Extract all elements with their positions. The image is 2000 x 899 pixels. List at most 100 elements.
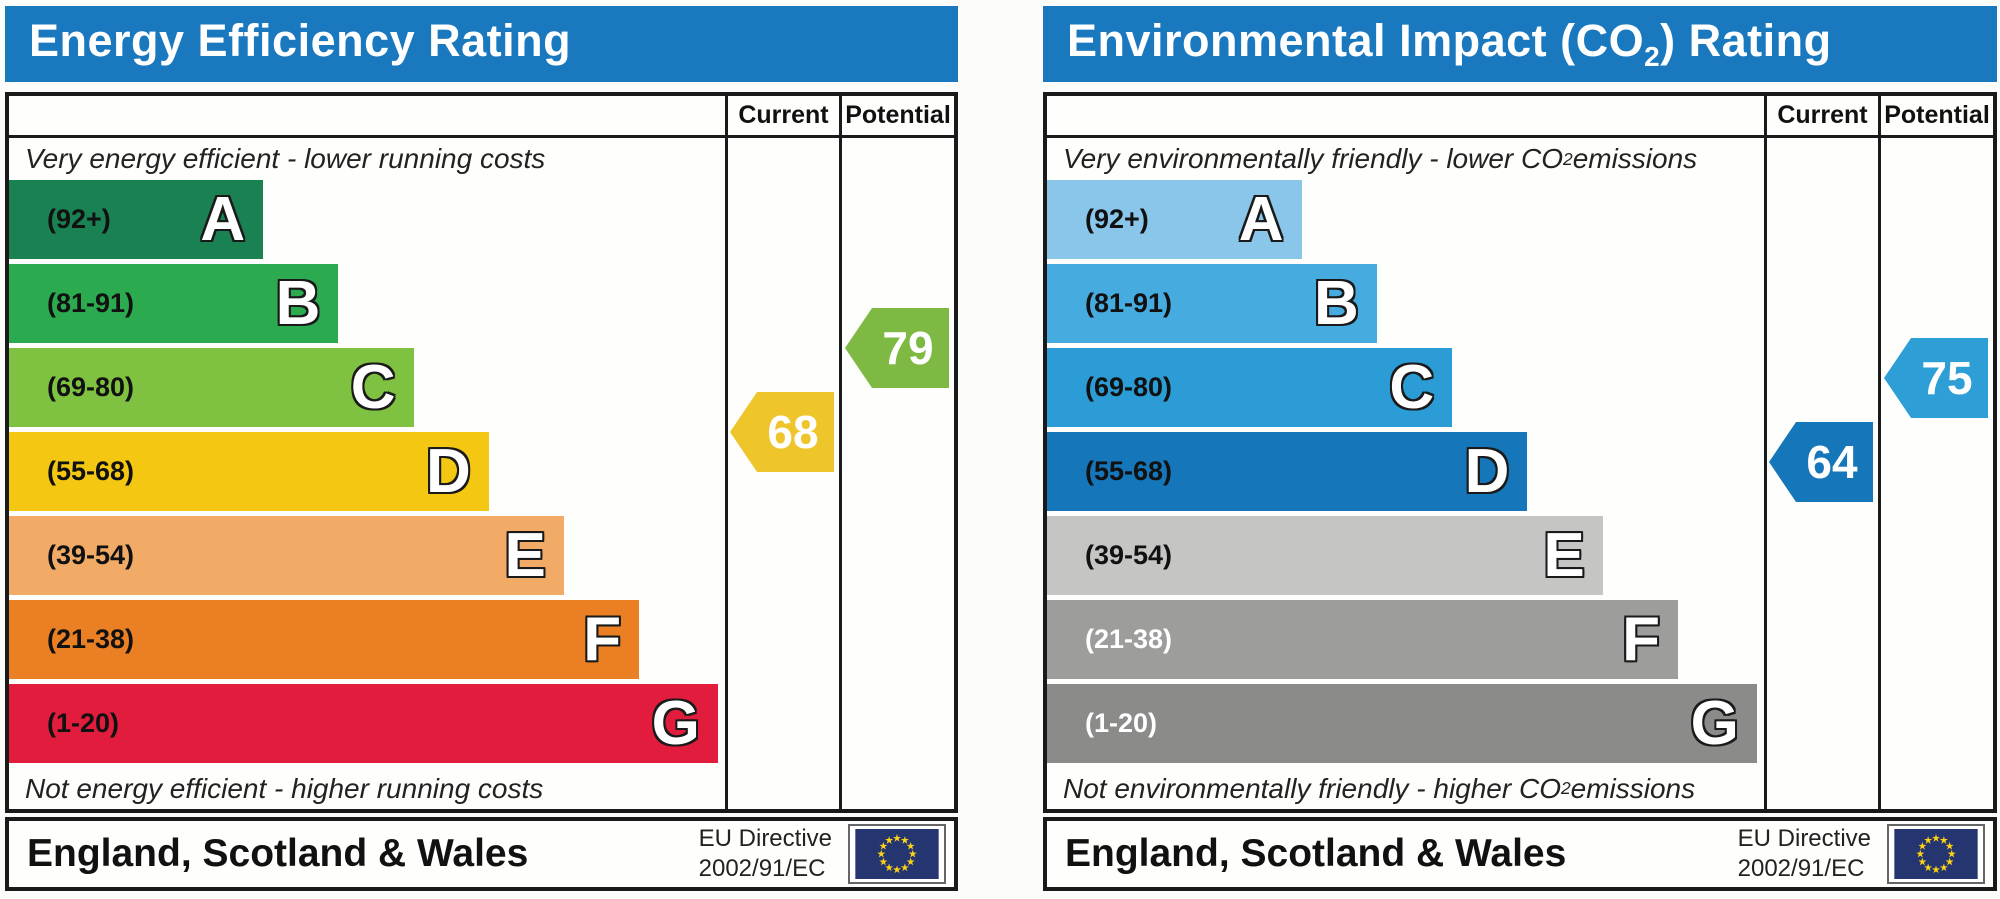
current-column-header: Current [725, 96, 839, 135]
band-range-label: (69-80) [1085, 372, 1173, 402]
band-row-d: (55-68) D [9, 432, 725, 516]
band-bar-f: (21-38) F [9, 600, 640, 679]
band-letter: E [1543, 520, 1585, 590]
band-row-f: (21-38) F [9, 600, 725, 684]
band-range-label: (21-38) [1085, 624, 1173, 654]
band-letter: C [350, 352, 396, 422]
band-bar-g: (1-20) G [1047, 684, 1757, 763]
caption-top: Very environmentally friendly - lower CO… [1063, 143, 1698, 174]
band-row-f: (21-38) F [1047, 600, 1764, 684]
region-label: England, Scotland & Wales [1065, 832, 1567, 875]
potential-rating-arrow: 75 [1884, 338, 1988, 418]
potential-value-column: 75 [1878, 138, 1993, 809]
band-bar-b: (81-91) B [1047, 264, 1377, 343]
current-column-header: Current [1764, 96, 1878, 135]
eu-directive-label: EU Directive 2002/91/EC [1738, 824, 1871, 884]
band-letter: D [425, 436, 471, 506]
environmental-impact-panel: Environmental Impact (CO2) Rating Curren… [1043, 6, 1997, 891]
current-rating-arrow: 64 [1769, 422, 1873, 502]
environmental-panel-title: Environmental Impact (CO2) Rating [1067, 15, 1832, 72]
eu-flag-icon [1887, 824, 1985, 884]
band-letter: F [1622, 604, 1660, 674]
band-bar-d: (55-68) D [1047, 432, 1528, 511]
energy-panel-title: Energy Efficiency Rating [29, 15, 572, 66]
band-bar-c: (69-80) C [1047, 348, 1453, 427]
eu-directive-line1: EU Directive [698, 825, 832, 852]
band-range-label: (39-54) [1085, 540, 1173, 570]
band-letter: A [200, 184, 246, 254]
table-body: Very environmentally friendly - lower CO… [1047, 138, 1993, 809]
environmental-title-bar: Environmental Impact (CO2) Rating [1043, 6, 1997, 82]
eu-directive-line2: 2002/91/EC [698, 855, 826, 882]
band-row-a: (92+) A [9, 180, 725, 264]
band-bar-a: (92+) A [9, 180, 264, 259]
band-letter: B [275, 268, 321, 338]
bands-column: Very environmentally friendly - lower CO… [1047, 138, 1764, 809]
band-letter: A [1238, 184, 1284, 254]
eu-flag-icon [848, 824, 946, 884]
band-letter: D [1464, 436, 1510, 506]
band-range-label: (81-91) [47, 288, 135, 318]
potential-column-header: Potential [839, 96, 954, 135]
table-header-row: Current Potential [9, 96, 954, 138]
band-row-d: (55-68) D [1047, 432, 1764, 516]
band-row-c: (69-80) C [9, 348, 725, 432]
band-letter: E [504, 520, 546, 590]
caption-top: Very energy efficient - lower running co… [25, 143, 546, 174]
table-header-row: Current Potential [1047, 96, 1993, 138]
band-bar-g: (1-20) G [9, 684, 718, 763]
band-range-label: (55-68) [1085, 456, 1173, 486]
band-row-c: (69-80) C [1047, 348, 1764, 432]
energy-rating-table: Current Potential Very energy efficient … [5, 92, 958, 813]
band-row-e: (39-54) E [1047, 516, 1764, 600]
band-row-g: (1-20) G [1047, 684, 1764, 768]
band-letter: G [651, 688, 700, 758]
band-bar-c: (69-80) C [9, 348, 414, 427]
current-value-column: 68 [725, 138, 839, 809]
potential-value-column: 79 [839, 138, 954, 809]
band-row-b: (81-91) B [1047, 264, 1764, 348]
band-bar-b: (81-91) B [9, 264, 339, 343]
footer-bar: England, Scotland & Wales EU Directive 2… [5, 817, 958, 891]
eu-directive-line2: 2002/91/EC [1737, 855, 1865, 882]
band-letter: B [1314, 268, 1359, 338]
band-range-label: (21-38) [47, 624, 135, 654]
band-row-b: (81-91) B [9, 264, 725, 348]
table-body: Very energy efficient - lower running co… [9, 138, 954, 809]
caption-bottom: Not environmentally friendly - higher CO… [1063, 772, 1696, 804]
potential-column-header: Potential [1878, 96, 1993, 135]
band-range-label: (92+) [47, 204, 111, 234]
band-bar-a: (92+) A [1047, 180, 1302, 259]
band-range-label: (1-20) [1085, 708, 1158, 738]
band-row-e: (39-54) E [9, 516, 725, 600]
band-range-label: (92+) [1085, 204, 1149, 234]
band-range-label: (1-20) [47, 708, 120, 738]
bands-column: Very energy efficient - lower running co… [9, 138, 725, 809]
bands: (92+) A (81-91) B (69-80) C (55-68) D (39-54) E (2… [1047, 180, 1764, 768]
band-letter: G [1690, 688, 1739, 758]
eu-directive-label: EU Directive 2002/91/EC [699, 824, 832, 884]
current-value-column: 64 [1764, 138, 1878, 809]
band-bar-e: (39-54) E [9, 516, 564, 595]
eu-directive-line1: EU Directive [1737, 825, 1871, 852]
band-row-g: (1-20) G [9, 684, 725, 768]
energy-title-bar: Energy Efficiency Rating [5, 6, 958, 82]
band-bar-d: (55-68) D [9, 432, 489, 511]
bands: (92+) A (81-91) B (69-80) C (55-68) D (39-54) E (2… [9, 180, 725, 768]
band-row-a: (92+) A [1047, 180, 1764, 264]
band-letter: F [583, 604, 622, 674]
energy-efficiency-panel: Energy Efficiency Rating Current Potenti… [5, 6, 958, 891]
band-range-label: (55-68) [47, 456, 135, 486]
environmental-rating-table: Current Potential Very environmentally f… [1043, 92, 1997, 813]
footer-bar: England, Scotland & Wales EU Directive 2… [1043, 817, 1997, 891]
band-letter: C [1389, 352, 1435, 422]
header-spacer-cell [9, 96, 725, 135]
band-bar-e: (39-54) E [1047, 516, 1603, 595]
band-range-label: (39-54) [47, 540, 135, 570]
potential-rating-arrow: 79 [845, 308, 949, 388]
current-rating-arrow: 68 [730, 392, 834, 472]
band-bar-f: (21-38) F [1047, 600, 1678, 679]
caption-bottom: Not energy efficient - higher running co… [25, 772, 544, 804]
band-range-label: (69-80) [47, 372, 135, 402]
